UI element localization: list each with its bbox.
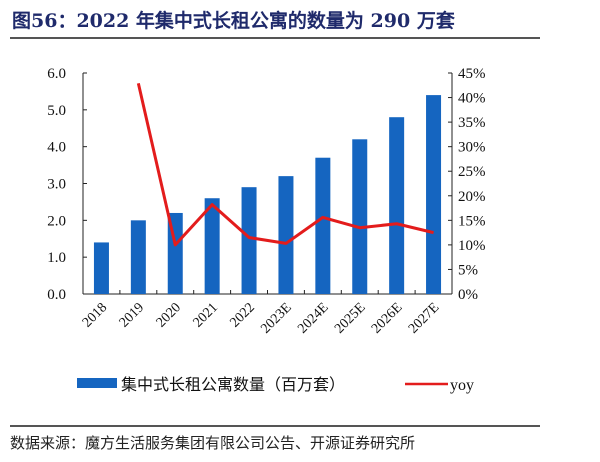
x-tick-label: 2020 [154, 300, 184, 330]
title-divider [10, 37, 540, 39]
bar [204, 198, 220, 294]
legend-swatch-bar [77, 378, 117, 388]
bar [315, 157, 331, 294]
y-left-tick-label: 4.0 [47, 140, 66, 156]
bar [241, 187, 257, 294]
y-right-tick-label: 10% [458, 238, 486, 254]
y-right-tick-label: 25% [458, 164, 486, 180]
x-tick-label: 2021 [191, 300, 221, 330]
y-right-tick-label: 0% [458, 287, 478, 303]
y-left-tick-label: 5.0 [47, 103, 66, 119]
y-right-tick-label: 15% [458, 213, 486, 229]
y-right-tick-label: 30% [458, 140, 486, 156]
bar [278, 176, 294, 294]
legend-label-bar: 集中式长租公寓数量（百万套） [121, 376, 345, 394]
x-tick-label: 2026E [369, 300, 405, 336]
x-tick-label: 2025E [332, 300, 368, 336]
x-tick-label: 2024E [295, 300, 331, 336]
y-right-tick-label: 20% [458, 189, 486, 205]
y-left-tick-label: 1.0 [47, 250, 66, 266]
y-right-tick-label: 5% [458, 262, 478, 278]
y-right-tick-label: 40% [458, 91, 486, 107]
x-tick-label: 2027E [406, 300, 442, 336]
y-left-tick-label: 2.0 [47, 213, 66, 229]
x-tick-label: 2019 [117, 300, 147, 330]
y-right-tick-label: 35% [458, 115, 486, 131]
y-left-tick-label: 3.0 [47, 177, 66, 193]
source-note: 数据来源：魔方生活服务集团有限公司公告、开源证券研究所 [10, 434, 416, 452]
source-divider [10, 425, 540, 427]
bar [426, 95, 442, 294]
bar [389, 117, 405, 294]
x-tick-label: 2023E [258, 300, 294, 336]
y-right-tick-label: 45% [458, 66, 486, 82]
bar [93, 242, 109, 294]
x-tick-label: 2018 [80, 300, 110, 330]
y-left-tick-label: 0.0 [47, 287, 66, 303]
legend-label-line: yoy [450, 377, 474, 394]
y-left-tick-label: 6.0 [47, 66, 66, 82]
bar [352, 139, 368, 294]
x-tick-label: 2022 [227, 300, 257, 330]
figure-title: 图56：2022 年集中式长租公寓的数量为 290 万套 [12, 10, 455, 32]
bar [130, 220, 146, 294]
